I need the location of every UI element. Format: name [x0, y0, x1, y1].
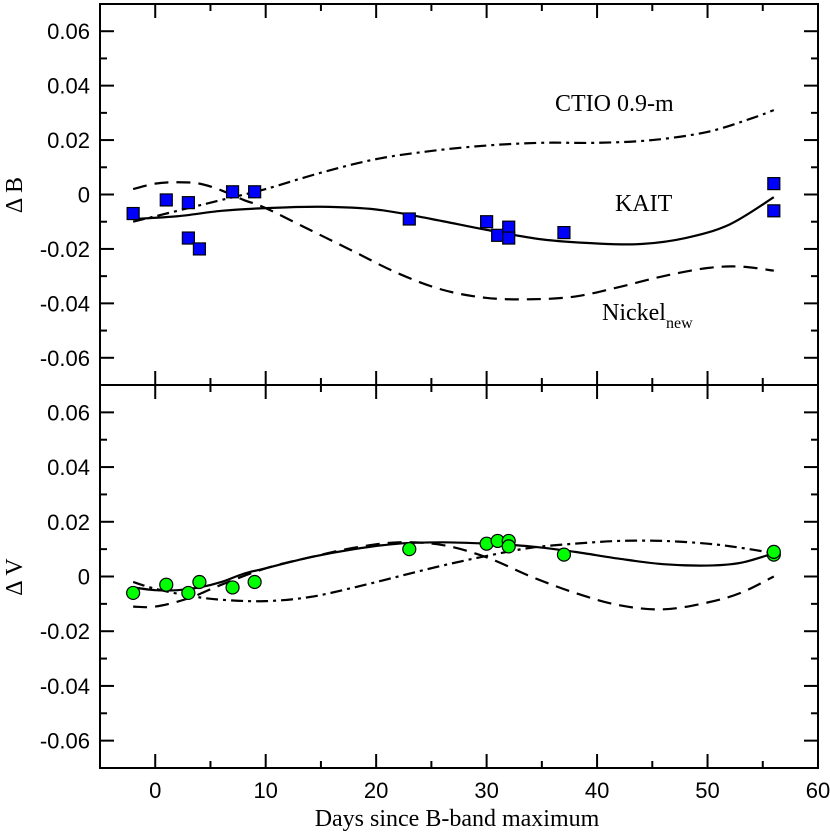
xtick-label: 20: [364, 778, 388, 803]
xtick-label: 40: [585, 778, 609, 803]
bottom-data-point: [159, 577, 174, 592]
top-data-point: [491, 228, 505, 242]
bottom-data-point: [766, 544, 781, 559]
annotation-kait: KAIT: [615, 191, 673, 217]
bottom-data-point: [126, 585, 141, 601]
bottom-plot-frame: [99, 384, 819, 769]
annotation-nickel: Nickelnew: [602, 300, 693, 332]
top-data-point: [480, 215, 494, 229]
bottom-ytick-label: -0.04: [40, 674, 90, 699]
xtick-label: 0: [149, 778, 161, 803]
top-data-point: [248, 185, 262, 199]
top-data-point: [767, 204, 781, 218]
top-data-point: [502, 231, 516, 245]
bottom-data-point: [501, 539, 516, 554]
bottom-ytick-label: 0.06: [47, 400, 90, 425]
top-ytick-label: -0.06: [40, 346, 90, 371]
bottom-data-point: [225, 580, 240, 595]
top-ytick-label: -0.02: [40, 237, 90, 262]
bottom-data-point: [556, 547, 572, 562]
annotation-nickel-main: Nickel: [602, 300, 666, 326]
top-data-point: [225, 185, 240, 199]
top-data-point: [181, 231, 195, 245]
bottom-ytick-label: 0: [78, 565, 90, 590]
top-curve-kait: [133, 196, 775, 246]
top-data-point: [126, 206, 140, 221]
top-ytick-label: 0.02: [47, 128, 90, 153]
xtick-label: 60: [806, 778, 830, 803]
bottom-data-point: [402, 542, 417, 557]
top-data-point: [159, 193, 173, 207]
top-data-point: [192, 242, 207, 256]
bottom-data-point: [247, 574, 262, 590]
bottom-curve-dashed: [133, 541, 775, 611]
top-ytick-label: 0: [78, 183, 90, 208]
bottom-ytick-label: -0.06: [40, 729, 90, 754]
x-axis-title: Days since B-band maximum: [315, 806, 600, 832]
annotation-nickel-sub: new: [666, 315, 693, 332]
bottom-ytick-label: 0.02: [47, 510, 90, 535]
top-curve-ctio-0-9-m: [132, 109, 775, 223]
top-data-point: [767, 177, 781, 191]
top-data-point: [557, 226, 571, 240]
bottom-ytick-label: 0.04: [47, 455, 90, 480]
bottom-y-axis-title: Δ V: [2, 558, 28, 596]
annotation-ctio: CTIO 0.9-m: [555, 91, 674, 117]
top-data-point: [402, 212, 416, 226]
bottom-data-point: [192, 574, 207, 590]
bottom-data-point: [181, 585, 196, 601]
xtick-label: 10: [253, 778, 277, 803]
top-ytick-label: 0.04: [47, 74, 90, 99]
top-data-point: [181, 196, 195, 210]
xtick-label: 50: [695, 778, 719, 803]
top-y-axis-title: Δ B: [2, 177, 28, 213]
bottom-ytick-label: -0.02: [40, 619, 90, 644]
top-ytick-label: -0.04: [40, 291, 90, 316]
top-data-point: [502, 220, 516, 234]
xtick-label: 30: [474, 778, 498, 803]
top-curve-nickel-new: [132, 181, 774, 301]
top-plot-frame: [99, 3, 819, 386]
bottom-curve-dashdot: [132, 539, 775, 603]
top-ytick-label: 0.06: [47, 19, 90, 44]
